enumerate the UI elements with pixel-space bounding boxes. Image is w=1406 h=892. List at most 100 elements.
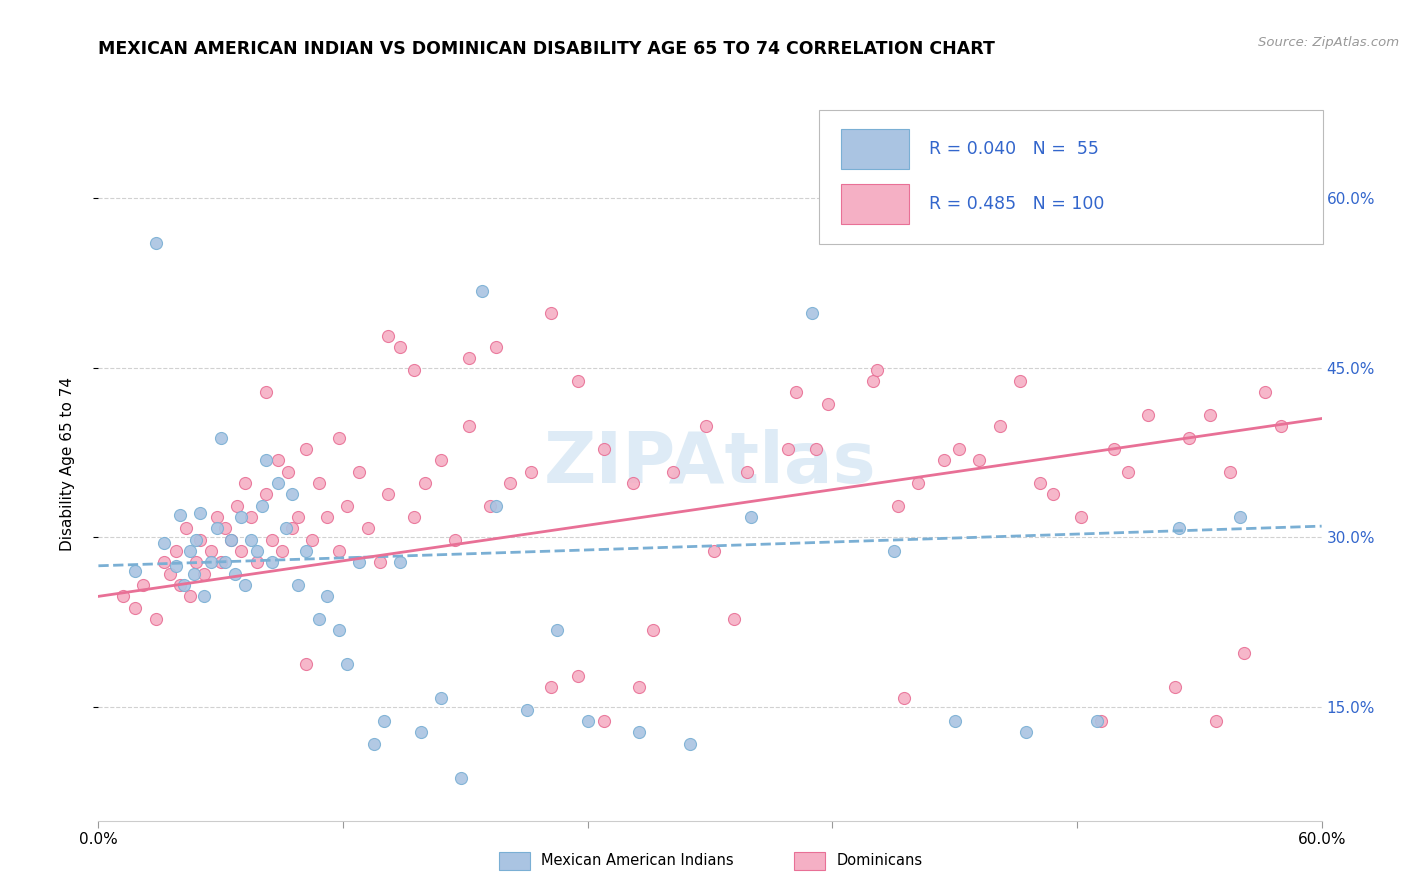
Point <box>219 533 242 547</box>
Point <box>499 476 522 491</box>
Point <box>1015 725 1038 739</box>
Point <box>567 374 589 388</box>
Point <box>281 487 304 501</box>
Point <box>817 397 839 411</box>
Point <box>1164 680 1187 694</box>
Point <box>662 465 685 479</box>
Point <box>193 590 215 604</box>
Point <box>328 544 350 558</box>
Point <box>124 600 146 615</box>
Point <box>373 714 395 728</box>
Point <box>246 555 269 569</box>
Point <box>209 431 232 445</box>
Point <box>883 544 905 558</box>
Point <box>219 533 242 547</box>
Point <box>1102 442 1125 456</box>
Point <box>254 487 277 501</box>
Point <box>301 533 323 547</box>
Point <box>174 521 197 535</box>
Point <box>328 624 350 638</box>
Point <box>267 453 290 467</box>
Text: Mexican American Indians: Mexican American Indians <box>541 854 734 868</box>
Point <box>404 363 426 377</box>
Text: Source: ZipAtlas.com: Source: ZipAtlas.com <box>1258 36 1399 49</box>
Point <box>1270 419 1292 434</box>
Point <box>1167 521 1189 535</box>
Point <box>866 363 889 377</box>
Point <box>627 725 650 739</box>
Point <box>267 476 290 491</box>
Point <box>621 476 644 491</box>
Point <box>458 419 481 434</box>
Point <box>967 453 990 467</box>
Point <box>349 555 371 569</box>
Point <box>336 657 359 672</box>
Point <box>188 506 212 520</box>
Point <box>1178 431 1201 445</box>
Point <box>254 453 277 467</box>
Point <box>444 533 467 547</box>
Point <box>186 555 208 569</box>
Point <box>1198 408 1220 422</box>
Point <box>336 499 359 513</box>
Point <box>804 442 827 456</box>
Point <box>703 544 725 558</box>
Point <box>145 235 167 250</box>
Point <box>124 565 146 579</box>
Point <box>169 508 191 522</box>
Point <box>295 657 318 672</box>
Point <box>540 680 562 694</box>
Point <box>776 442 799 456</box>
Point <box>1205 714 1227 728</box>
Point <box>723 612 745 626</box>
Point <box>165 558 187 573</box>
Point <box>893 691 915 706</box>
Point <box>478 499 501 513</box>
Point <box>1137 408 1160 422</box>
Point <box>152 536 174 550</box>
Point <box>240 510 263 524</box>
Point <box>214 555 236 569</box>
Point <box>1116 465 1139 479</box>
Point <box>988 419 1011 434</box>
Point <box>205 521 228 535</box>
Point <box>231 544 253 558</box>
Point <box>254 385 277 400</box>
Point <box>695 419 717 434</box>
Point <box>934 453 956 467</box>
Point <box>183 566 205 581</box>
Point <box>485 499 508 513</box>
Point <box>214 521 236 535</box>
Point <box>1085 714 1108 728</box>
Point <box>546 624 568 638</box>
Point <box>567 668 589 682</box>
Point <box>231 510 253 524</box>
Point <box>404 510 426 524</box>
Point <box>389 555 412 569</box>
Point <box>240 533 263 547</box>
Point <box>111 590 134 604</box>
Point <box>948 442 970 456</box>
Point <box>907 476 929 491</box>
Point <box>233 476 256 491</box>
Point <box>152 555 174 569</box>
Point <box>1008 374 1031 388</box>
Point <box>246 544 269 558</box>
Point <box>200 544 222 558</box>
Point <box>679 737 702 751</box>
Point <box>295 442 318 456</box>
Point <box>1029 476 1052 491</box>
Point <box>363 737 385 751</box>
Point <box>173 578 195 592</box>
Point <box>226 499 249 513</box>
Point <box>430 453 453 467</box>
Point <box>209 555 232 569</box>
Point <box>627 680 650 694</box>
Point <box>205 510 228 524</box>
Point <box>485 340 508 354</box>
Point <box>377 487 399 501</box>
Point <box>1291 181 1313 195</box>
Text: Dominicans: Dominicans <box>837 854 922 868</box>
Text: MEXICAN AMERICAN INDIAN VS DOMINICAN DISABILITY AGE 65 TO 74 CORRELATION CHART: MEXICAN AMERICAN INDIAN VS DOMINICAN DIS… <box>98 40 995 58</box>
Point <box>188 533 212 547</box>
